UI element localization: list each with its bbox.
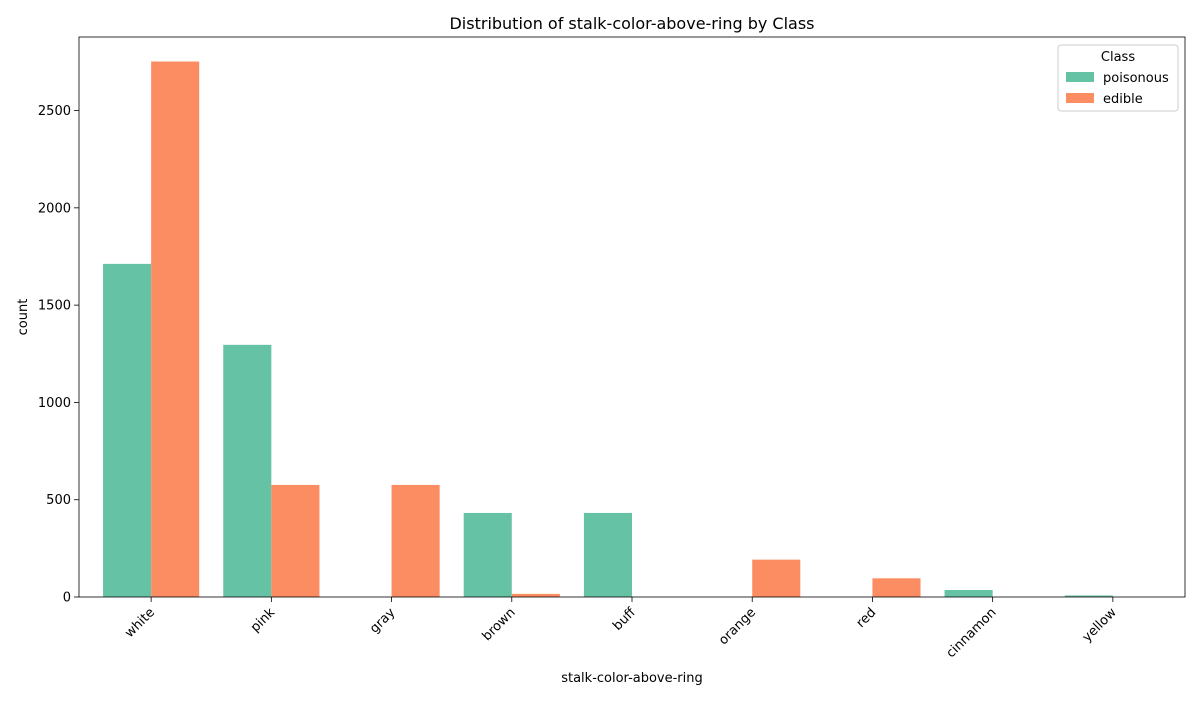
y-axis-label: count [16, 299, 31, 336]
bar-edible-pink [271, 484, 320, 597]
legend: Class poisonous edible [1057, 44, 1179, 112]
x-tick-label: buff [610, 604, 639, 633]
y-tick-label: 2000 [38, 201, 71, 216]
x-tick-label: cinnamon [944, 605, 1000, 661]
bar-poisonous-brown [463, 512, 512, 597]
bars-layer [103, 61, 1113, 597]
chart-title: Distribution of stalk-color-above-ring b… [449, 14, 814, 33]
bar-edible-gray [391, 484, 440, 597]
y-tick-label: 1500 [38, 299, 71, 314]
legend-swatch-edible [1066, 93, 1094, 103]
bar-poisonous-buff [583, 512, 632, 597]
bar-edible-red [872, 578, 921, 597]
legend-label-edible: edible [1103, 92, 1143, 107]
bar-poisonous-white [103, 263, 152, 597]
x-tick-label: orange [716, 605, 759, 648]
y-tick-label: 2500 [38, 104, 71, 119]
x-axis-label: stalk-color-above-ring [561, 671, 703, 686]
bar-poisonous-cinnamon [944, 589, 993, 597]
bar-poisonous-yellow [1064, 595, 1113, 597]
bar-edible-white [151, 61, 200, 597]
bar-edible-orange [752, 559, 801, 597]
bar-edible-brown [511, 593, 560, 597]
x-tick-label: yellow [1080, 605, 1120, 645]
legend-title: Class [1101, 50, 1135, 65]
x-tick-label: pink [248, 605, 278, 635]
bar-poisonous-pink [223, 344, 272, 597]
x-tick-label: white [122, 605, 158, 641]
x-tick-label: red [854, 605, 880, 631]
x-tick-label: brown [480, 605, 519, 644]
y-tick-label: 500 [46, 493, 71, 508]
y-tick-label: 0 [63, 591, 71, 606]
legend-label-poisonous: poisonous [1103, 71, 1169, 86]
legend-swatch-poisonous [1066, 72, 1094, 82]
y-tick-label: 1000 [38, 396, 71, 411]
x-tick-label: gray [367, 605, 399, 637]
